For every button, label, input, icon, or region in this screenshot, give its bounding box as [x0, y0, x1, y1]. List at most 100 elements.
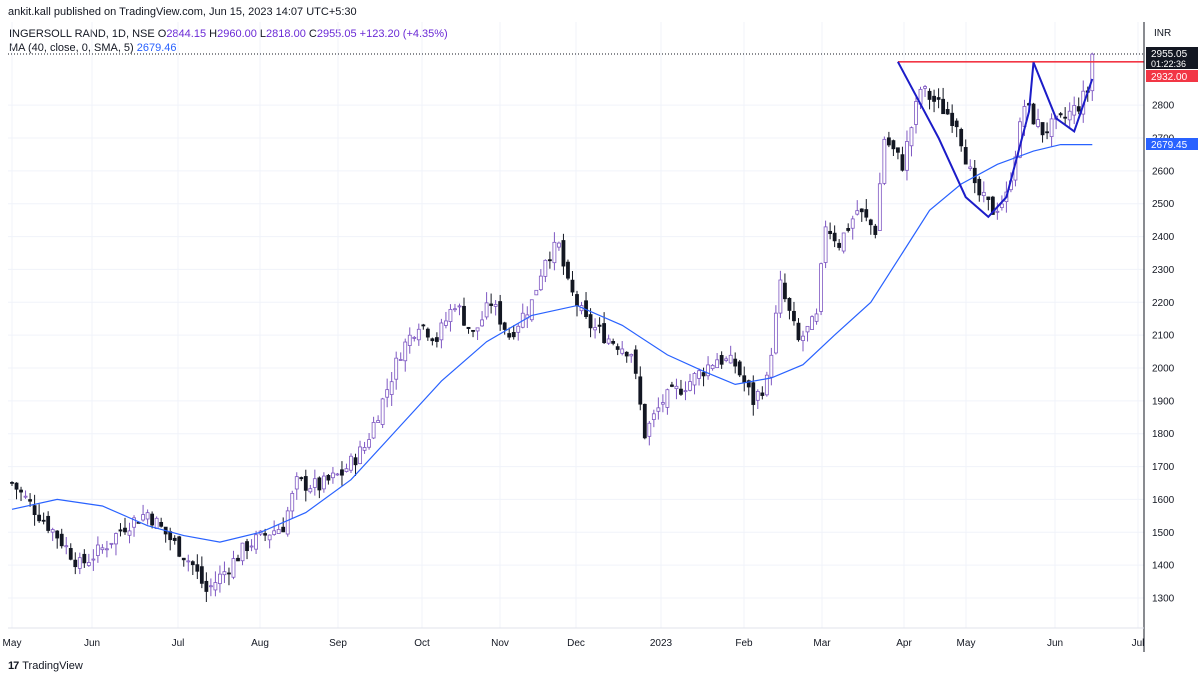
candle-body — [783, 282, 787, 300]
time-tick-label: Aug — [251, 638, 269, 649]
price-tick-label: 1800 — [1152, 429, 1175, 440]
candle-body — [801, 335, 805, 341]
time-axis-ticks: May Jun Jul Aug Sep Oct Nov Dec 2023 Feb Mar Apr May… — [3, 638, 1145, 649]
candle-body — [475, 327, 480, 332]
price-tick-label: 2300 — [1152, 265, 1175, 276]
candle-body — [64, 545, 69, 548]
open-label: O — [157, 28, 167, 40]
candle-body — [421, 324, 426, 327]
candle-body — [805, 325, 810, 333]
candle-body — [1067, 110, 1072, 121]
candle-body — [276, 529, 281, 534]
candle-body — [891, 140, 896, 150]
candle-body — [855, 210, 860, 215]
time-tick-label: May — [3, 638, 22, 649]
candle-body — [28, 499, 32, 502]
candle-body — [706, 364, 710, 377]
price-tick-label: 1300 — [1152, 594, 1175, 605]
candle-body — [547, 259, 552, 262]
candle-body — [606, 338, 611, 344]
candle-body — [914, 101, 918, 125]
low-label: L — [259, 28, 267, 40]
candle-body — [593, 327, 597, 331]
candle-body — [132, 517, 136, 528]
candle-body — [326, 475, 331, 481]
candle-body — [588, 314, 593, 329]
candle-body — [109, 542, 114, 545]
candle-body — [977, 178, 982, 196]
candle-body — [308, 488, 313, 493]
candle-body — [746, 380, 751, 388]
candle-body — [398, 359, 403, 361]
candle-body — [773, 312, 778, 354]
tradingview-logo[interactable]: 17 TradingView — [8, 660, 83, 672]
candle-body — [1058, 113, 1063, 116]
candle-body — [755, 390, 760, 401]
price-tick-label: 1500 — [1152, 528, 1175, 539]
close-label: C — [308, 28, 317, 40]
candle-body — [240, 542, 245, 562]
candle-body — [425, 328, 430, 338]
candle-body — [602, 323, 607, 344]
candle-body — [403, 341, 408, 362]
ma-label[interactable]: MA (40, close, 0, SMA, 5) — [9, 42, 134, 54]
candle-body — [1072, 105, 1077, 116]
price-tick-label: 2100 — [1152, 331, 1175, 342]
candle-body — [199, 566, 204, 584]
candle-body — [945, 109, 950, 115]
price-tick-label: 1400 — [1152, 561, 1175, 572]
candle-body — [575, 294, 579, 307]
candle-body — [453, 308, 457, 311]
countdown-badge — [1146, 59, 1198, 69]
candle-body — [529, 299, 534, 321]
price-tick-label: 2800 — [1152, 101, 1175, 112]
candle-body — [236, 557, 240, 562]
candle-body — [624, 351, 629, 357]
candle-body — [55, 530, 60, 539]
candle-body — [59, 533, 64, 547]
candle-body — [877, 183, 882, 231]
candle-body — [213, 582, 218, 591]
candle-body — [14, 482, 19, 490]
price-tick-label: 2600 — [1152, 166, 1175, 177]
candle-body — [1049, 118, 1054, 137]
candle-body — [701, 372, 706, 377]
candle-body — [724, 358, 729, 361]
candle-body — [349, 455, 353, 471]
candle-body — [932, 95, 936, 102]
candle-body — [733, 358, 738, 367]
candle-body — [737, 361, 742, 376]
candle-body — [141, 514, 145, 521]
time-tick-label: Jul — [1132, 638, 1145, 649]
candle-body — [1040, 122, 1045, 136]
close-value: 2955.05 — [316, 28, 357, 40]
time-tick-label: Feb — [735, 638, 753, 649]
candle-body — [1036, 119, 1040, 127]
candle-body — [208, 585, 213, 588]
candle-body — [19, 489, 23, 493]
candle-body — [231, 558, 236, 578]
time-tick-label: 2023 — [650, 638, 673, 649]
candle-body — [489, 303, 494, 306]
candle-body — [502, 322, 507, 330]
candle-body — [462, 305, 466, 326]
candle-body — [959, 129, 964, 147]
resistance-badge — [1146, 70, 1198, 82]
candle-body — [620, 348, 625, 354]
symbol-name[interactable]: INGERSOLL RAND, 1D, NSE — [9, 28, 155, 40]
candle-body — [471, 329, 475, 332]
handle-drawing — [1032, 62, 1094, 134]
candle-body — [552, 241, 557, 264]
candle-body — [837, 242, 842, 248]
candle-body — [23, 495, 28, 498]
candle-body — [936, 97, 941, 100]
candle-body — [886, 137, 891, 146]
candle-body — [864, 209, 869, 218]
candle-body — [100, 547, 105, 551]
candle-body — [77, 557, 82, 569]
high-label: H — [209, 28, 218, 40]
countdown-label: 01:22:36 — [1151, 59, 1186, 69]
candle-body — [679, 388, 683, 395]
candle-body — [629, 353, 634, 357]
